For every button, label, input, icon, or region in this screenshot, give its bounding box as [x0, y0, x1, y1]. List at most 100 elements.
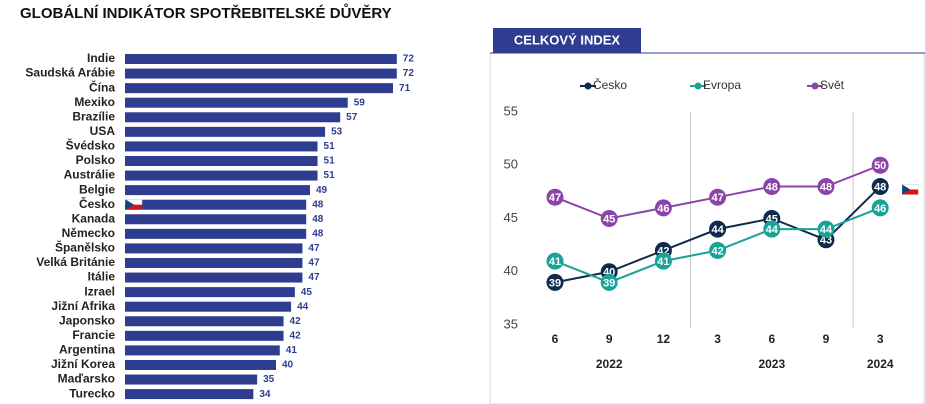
value-label: 51	[324, 141, 336, 152]
panel-title: CELKOVÝ INDEX	[514, 32, 621, 47]
bar	[125, 83, 394, 94]
value-label: 34	[259, 389, 271, 400]
value-label: 59	[354, 97, 366, 108]
category-label: Mexiko	[74, 95, 115, 109]
value-label: 35	[263, 374, 275, 385]
category-label: Brazílie	[72, 109, 115, 123]
point-label: 48	[874, 181, 886, 193]
point-label: 44	[711, 224, 724, 236]
point	[871, 178, 889, 196]
group-label: 2024	[867, 357, 894, 371]
category-label: Švédsko	[66, 138, 115, 153]
x-tick-label: 3	[877, 332, 884, 346]
y-tick-label: 45	[504, 210, 518, 225]
bar	[125, 112, 341, 123]
category-label: Turecko	[69, 386, 115, 400]
bar	[125, 126, 326, 137]
value-label: 44	[297, 301, 309, 312]
bar	[125, 316, 284, 327]
point-label: 42	[711, 245, 723, 257]
bar	[125, 54, 397, 64]
value-label: 41	[286, 345, 298, 356]
bar	[125, 301, 292, 312]
point-label: 46	[874, 203, 886, 215]
value-label: 57	[346, 112, 358, 123]
bar	[125, 272, 303, 283]
point-label: 46	[657, 203, 669, 215]
point-label: 45	[603, 213, 615, 225]
value-label: 53	[331, 126, 343, 137]
category-label: Velká Británie	[36, 255, 115, 269]
bar	[125, 155, 318, 166]
category-label: Španělsko	[55, 240, 115, 255]
value-label: 72	[403, 68, 415, 79]
category-label: Česko	[79, 196, 115, 211]
category-label: USA	[90, 124, 116, 138]
group-label: 2023	[758, 357, 785, 371]
category-label: Německo	[62, 226, 115, 240]
category-label: Jižní Afrika	[51, 299, 115, 313]
category-label: Saudská Arábie	[25, 66, 115, 80]
value-label: 48	[312, 228, 324, 239]
value-label: 72	[403, 54, 415, 65]
x-tick-label: 6	[552, 332, 559, 346]
bar	[125, 374, 258, 385]
x-tick-label: 6	[768, 332, 775, 346]
y-tick-label: 50	[504, 157, 518, 172]
point-label: 50	[874, 160, 886, 172]
category-label: Kanada	[72, 211, 116, 225]
x-tick-label: 3	[714, 332, 721, 346]
point	[709, 220, 727, 238]
value-label: 49	[316, 185, 328, 196]
bar	[125, 287, 295, 298]
legend-label: Evropa	[703, 78, 741, 92]
point	[654, 199, 672, 217]
value-label: 42	[290, 330, 302, 341]
point	[600, 210, 618, 227]
bar	[125, 185, 310, 196]
value-label: 47	[308, 272, 320, 283]
bar	[125, 141, 318, 152]
x-tick-label: 9	[823, 332, 830, 346]
point-label: 43	[820, 235, 832, 247]
point	[817, 178, 835, 196]
tab	[493, 28, 641, 53]
category-label: Argentina	[59, 343, 115, 357]
panel	[489, 52, 925, 404]
category-label: Izrael	[84, 284, 115, 298]
point	[546, 188, 564, 206]
legend-marker	[584, 82, 592, 90]
chart-title: GLOBÁLNÍ INDIKÁTOR SPOTŘEBITELSKÉ DŮVĚRY	[20, 3, 392, 22]
point-label: 39	[603, 277, 615, 289]
point	[709, 241, 727, 259]
bar	[125, 330, 284, 341]
bar	[125, 345, 280, 356]
flag-blue	[902, 184, 911, 195]
value-label: 47	[308, 258, 320, 269]
x-tick-label: 12	[657, 332, 671, 346]
point	[871, 156, 889, 174]
point	[763, 220, 781, 238]
value-label: 51	[324, 156, 336, 167]
value-label: 48	[312, 199, 324, 210]
bar	[125, 228, 307, 239]
value-label: 47	[308, 243, 320, 254]
category-label: Austrálie	[64, 168, 116, 182]
category-label: Jižní Korea	[51, 357, 115, 371]
point	[817, 220, 835, 238]
x-tick-label: 9	[606, 332, 613, 346]
bar	[125, 214, 307, 225]
legend-label: Česko	[593, 77, 627, 92]
category-label: Polsko	[76, 153, 115, 167]
y-tick-label: 35	[504, 316, 518, 331]
bar	[125, 170, 318, 181]
value-label: 48	[312, 214, 324, 225]
point-label: 44	[820, 224, 833, 236]
bar	[125, 257, 303, 268]
point-label: 47	[711, 192, 723, 204]
value-label: 45	[301, 287, 313, 298]
value-label: 42	[290, 316, 302, 327]
bar	[125, 243, 303, 254]
